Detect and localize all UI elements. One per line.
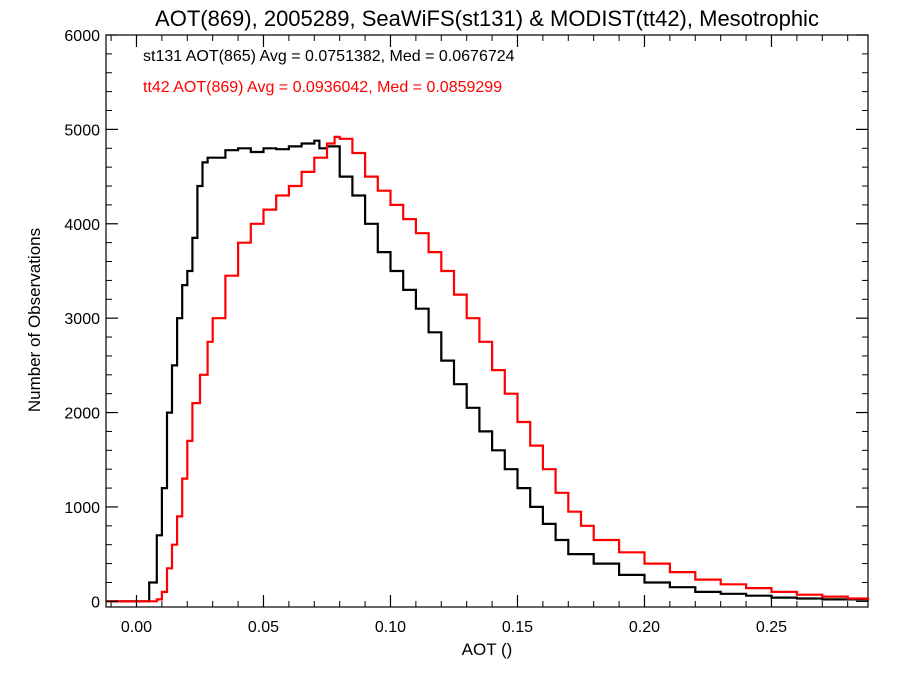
- y-axis-label: Number of Observations: [25, 228, 44, 412]
- plot-border: [105, 34, 869, 608]
- series-line-1: [106, 135, 870, 603]
- x-axis-label: AOT (): [462, 640, 513, 659]
- y-tick-label: 2000: [64, 406, 100, 423]
- y-tick-label: 3000: [64, 311, 100, 328]
- series-line-0: [106, 139, 870, 603]
- plot-frame: [105, 34, 869, 608]
- y-tick-label: 5000: [64, 122, 100, 139]
- annotation-st131: st131 AOT(865) Avg = 0.0751382, Med = 0.…: [143, 48, 515, 65]
- x-tick-label: 0.20: [629, 619, 660, 636]
- x-tick-label: 0.10: [375, 619, 406, 636]
- ticks-group: 0.00 0.05 0.10 0.15 0.20 0.25 0 1000 2000 3000 400…: [64, 28, 868, 636]
- y-tick-label: 4000: [64, 217, 100, 234]
- series-group: [106, 135, 870, 603]
- x-tick-label: 0.25: [756, 619, 787, 636]
- annotation-tt42: tt42 AOT(869) Avg = 0.0936042, Med = 0.0…: [143, 79, 502, 96]
- x-tick-label: 0.00: [121, 619, 152, 636]
- chart-title: AOT(869), 2005289, SeaWiFS(st131) & MODI…: [155, 6, 819, 31]
- y-tick-label: 1000: [64, 500, 100, 517]
- x-tick-label: 0.15: [502, 619, 533, 636]
- y-tick-label: 6000: [64, 28, 100, 45]
- y-tick-label: 0: [91, 594, 100, 611]
- x-tick-label: 0.05: [248, 619, 279, 636]
